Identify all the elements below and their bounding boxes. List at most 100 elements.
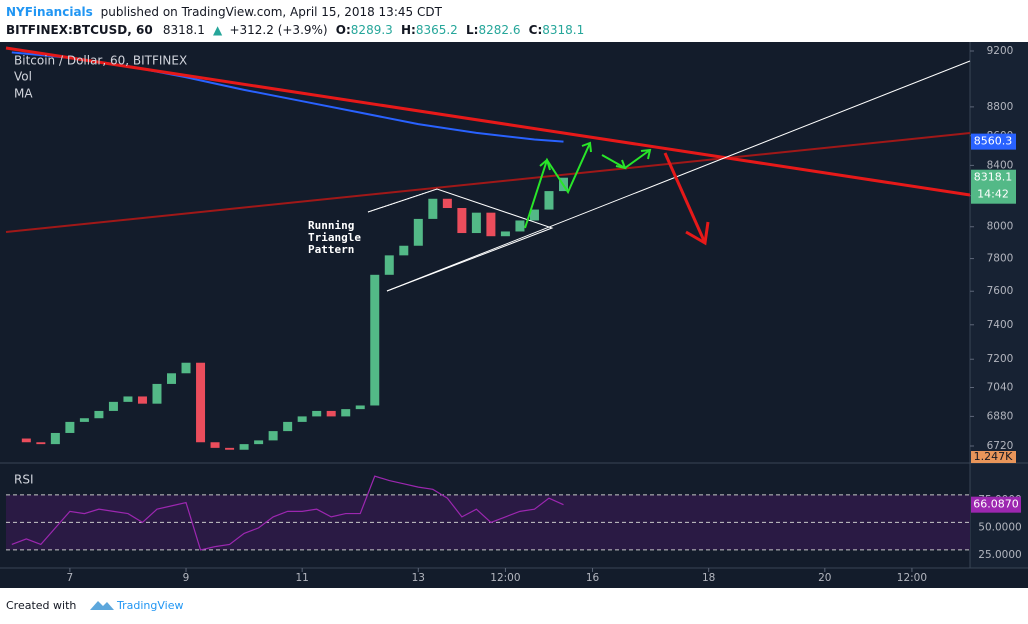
y-tick-label: 7200 bbox=[987, 353, 1014, 365]
x-tick-label: 11 bbox=[295, 572, 308, 584]
x-tick-label: 9 bbox=[183, 572, 190, 584]
y-tick-label: 6880 bbox=[987, 410, 1014, 422]
x-tick-label: 13 bbox=[412, 572, 425, 584]
candle bbox=[108, 401, 118, 411]
candle bbox=[370, 274, 380, 406]
arrow-head bbox=[685, 221, 710, 246]
arrow-head bbox=[539, 158, 551, 171]
candle bbox=[196, 362, 206, 443]
dotted-line bbox=[367, 188, 438, 213]
candle bbox=[486, 212, 496, 237]
header-line: NYFinancials published on TradingView.co… bbox=[6, 5, 443, 19]
candle bbox=[50, 432, 60, 445]
candle bbox=[297, 416, 307, 422]
trend-line bbox=[386, 60, 971, 292]
value-badge bbox=[971, 496, 1021, 513]
trend-line bbox=[5, 46, 971, 197]
y-tick-label: 7600 bbox=[987, 285, 1014, 297]
c: 8318.1 bbox=[542, 23, 584, 37]
candle bbox=[384, 255, 394, 275]
arrow: ▲ bbox=[213, 23, 223, 37]
candle bbox=[167, 373, 177, 384]
last: 8318.1 bbox=[163, 23, 205, 37]
rsi-line bbox=[11, 475, 564, 551]
price-badge bbox=[971, 133, 1016, 150]
x-tick-label: 12:00 bbox=[897, 572, 927, 584]
author[interactable]: NYFinancials bbox=[6, 5, 93, 19]
c-label: C: bbox=[529, 23, 543, 37]
candle bbox=[515, 220, 525, 232]
candle bbox=[326, 410, 336, 417]
y-tick-label: 7040 bbox=[987, 381, 1014, 393]
drawings bbox=[5, 46, 971, 292]
candle bbox=[283, 421, 293, 432]
candle bbox=[471, 212, 481, 234]
y-tick-label: 6720 bbox=[987, 440, 1014, 452]
symbol-line: BITFINEX:BTCUSD, 60 8318.1 ▲ +312.2 (+3.… bbox=[6, 23, 584, 37]
h: 8365.2 bbox=[416, 23, 458, 37]
legend-ma: MA bbox=[14, 87, 33, 101]
candle bbox=[36, 442, 46, 445]
candle bbox=[225, 447, 235, 450]
candle bbox=[65, 421, 75, 433]
countdown: 14:42 bbox=[977, 188, 1009, 201]
arrow-head bbox=[615, 159, 627, 170]
l: 8282.6 bbox=[478, 23, 520, 37]
volume-badge bbox=[971, 451, 1016, 463]
candle bbox=[428, 198, 438, 219]
candle bbox=[94, 410, 104, 419]
x-tick-label: 7 bbox=[67, 572, 74, 584]
x-tick-label: 12:00 bbox=[490, 572, 520, 584]
candle bbox=[355, 405, 365, 410]
change: +312.2 (+3.9%) bbox=[229, 23, 327, 37]
candle bbox=[544, 191, 554, 210]
candle bbox=[21, 438, 31, 443]
annotation: Running bbox=[308, 219, 354, 232]
arrow-head bbox=[640, 148, 652, 160]
candle bbox=[239, 444, 249, 450]
candle bbox=[210, 442, 220, 448]
y-tick-label: 8800 bbox=[987, 101, 1014, 113]
y-tick-label: 7400 bbox=[987, 319, 1014, 331]
h-label: H: bbox=[401, 23, 416, 37]
symbol: BITFINEX:BTCUSD, 60 bbox=[6, 23, 153, 37]
candle bbox=[413, 218, 423, 246]
candle bbox=[79, 418, 89, 422]
published: published on TradingView.com, April 15, … bbox=[101, 5, 443, 19]
y-tick-label: 7800 bbox=[987, 253, 1014, 265]
legend-volume: Vol bbox=[14, 70, 32, 84]
y-tick-label: 8400 bbox=[987, 159, 1014, 171]
x-tick-label: 20 bbox=[818, 572, 831, 584]
footer-text: Created with bbox=[6, 599, 76, 612]
price-badge bbox=[971, 169, 1016, 204]
x-tick-label: 16 bbox=[586, 572, 600, 584]
candle bbox=[341, 409, 351, 417]
candle bbox=[500, 231, 510, 237]
annotation: Pattern bbox=[308, 243, 354, 256]
x-tick-label: 18 bbox=[702, 572, 715, 584]
candle bbox=[123, 396, 133, 402]
candle bbox=[268, 431, 278, 441]
y-tick-label: 25.0000 bbox=[978, 549, 1021, 561]
green-arrow bbox=[524, 142, 591, 229]
price-badge-label: 8560.3 bbox=[974, 135, 1013, 148]
trend-line bbox=[5, 132, 971, 233]
y-tick-label: 50.0000 bbox=[978, 521, 1021, 533]
footer-brand[interactable]: TradingView bbox=[116, 599, 183, 612]
candle bbox=[181, 362, 191, 374]
legend-rsi: RSI bbox=[14, 473, 34, 487]
candle bbox=[137, 396, 147, 404]
candle bbox=[152, 383, 162, 404]
arrow-head bbox=[581, 141, 592, 153]
candle bbox=[254, 440, 264, 445]
rsi-band bbox=[6, 494, 970, 550]
y-tick-label: 8000 bbox=[987, 221, 1014, 233]
candle bbox=[312, 410, 322, 417]
candle bbox=[399, 245, 409, 256]
candle bbox=[529, 209, 539, 221]
candle bbox=[457, 208, 467, 234]
value-badge-label: 66.0870 bbox=[973, 498, 1019, 511]
candle bbox=[442, 198, 452, 209]
l-label: L: bbox=[466, 23, 478, 37]
